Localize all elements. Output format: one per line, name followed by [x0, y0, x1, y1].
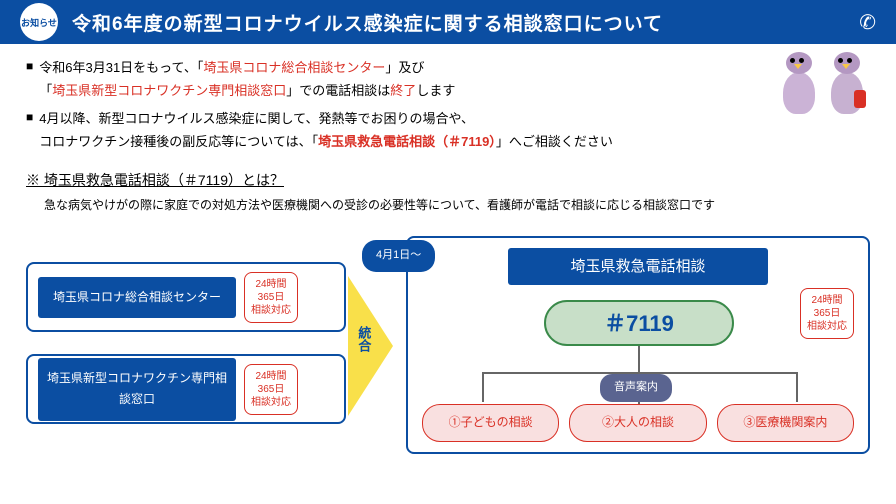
source-box: 埼玉県新型コロナワクチン専門相談窓口24時間365日相談対応 — [26, 354, 346, 424]
availability-badge: 24時間365日相談対応 — [800, 288, 854, 339]
emergency-title: 埼玉県救急電話相談 — [508, 248, 768, 285]
source-box: 埼玉県コロナ総合相談センター24時間365日相談対応 — [26, 262, 346, 332]
mascot-bird-2 — [826, 52, 868, 114]
bullet-marker: ■ — [26, 56, 33, 103]
option-row: ①子どもの相談 ②大人の相談 ③医療機関案内 — [422, 404, 854, 442]
bullet-item: ■4月以降、新型コロナウイルス感染症に関して、発熱等でお困りの場合や、コロナワク… — [26, 107, 870, 154]
bullet-item: ■令和6年3月31日をもって、「埼玉県コロナ総合相談センター」及び「埼玉県新型コ… — [26, 56, 870, 103]
bullet-list: ■令和6年3月31日をもって、「埼玉県コロナ総合相談センター」及び「埼玉県新型コ… — [26, 56, 870, 154]
left-column: 埼玉県コロナ総合相談センター24時間365日相談対応埼玉県新型コロナワクチン専門… — [26, 262, 346, 446]
source-label: 埼玉県新型コロナワクチン専門相談窓口 — [38, 358, 236, 421]
emergency-box: 4月1日～ 埼玉県救急電話相談 ＃7119 24時間365日相談対応 音声案内 … — [406, 236, 870, 454]
date-pill: 4月1日～ — [362, 240, 435, 272]
source-label: 埼玉県コロナ総合相談センター — [38, 277, 236, 319]
bullet-marker: ■ — [26, 107, 33, 154]
merge-label: 統合 — [352, 326, 375, 352]
phone-icon: ✆ — [859, 10, 876, 35]
notice-badge: お知らせ — [20, 3, 58, 41]
flow-diagram: 埼玉県コロナ総合相談センター24時間365日相談対応埼玉県新型コロナワクチン専門… — [26, 236, 870, 466]
availability-badge: 24時間365日相談対応 — [244, 364, 298, 415]
content-area: ■令和6年3月31日をもって、「埼玉県コロナ総合相談センター」及び「埼玉県新型コ… — [0, 44, 896, 466]
page-title: 令和6年度の新型コロナウイルス感染症に関する相談窓口について — [72, 9, 663, 36]
mascot-bird-1 — [778, 52, 820, 114]
header-bar: お知らせ 令和6年度の新型コロナウイルス感染症に関する相談窓口について ✆ — [0, 0, 896, 44]
phone-number: ＃7119 — [544, 300, 734, 346]
note-title: ※ 埼玉県救急電話相談（＃7119）とは？ — [26, 168, 870, 193]
availability-badge: 24時間365日相談対応 — [244, 272, 298, 323]
note-description: 急な病気やけがの際に家庭での対処方法や医療機関への受診の必要性等について、看護師… — [44, 195, 870, 217]
voice-guide-pill: 音声案内 — [600, 374, 672, 402]
mascot-group — [778, 52, 868, 114]
option-pill: ③医療機関案内 — [717, 404, 854, 442]
option-pill: ②大人の相談 — [569, 404, 706, 442]
option-pill: ①子どもの相談 — [422, 404, 559, 442]
